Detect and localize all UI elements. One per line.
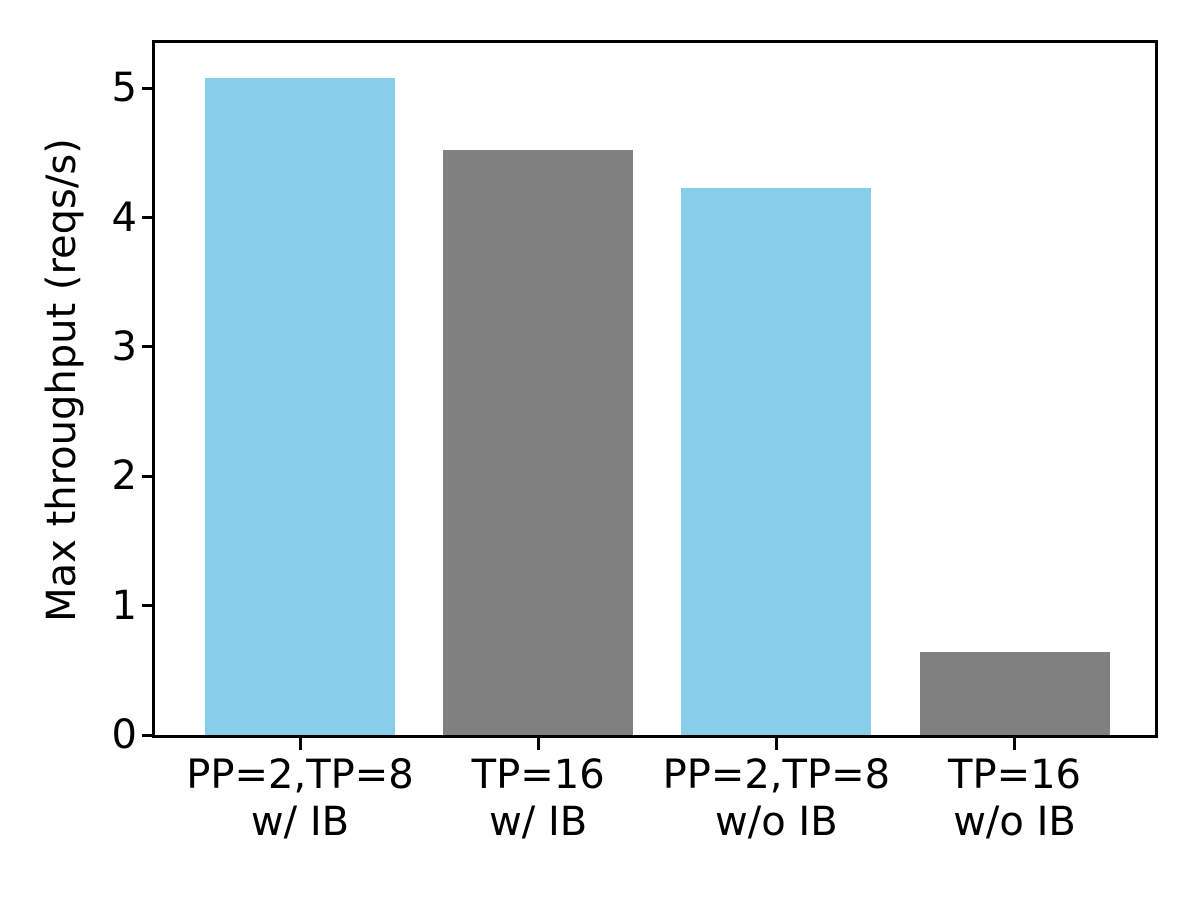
- y-tick-label: 4: [111, 194, 137, 241]
- y-tick-mark: [142, 86, 155, 90]
- bar-4: [919, 652, 1110, 735]
- y-tick-mark: [142, 474, 155, 478]
- y-tick-mark: [142, 733, 155, 737]
- bar-1: [205, 77, 395, 735]
- y-tick-mark: [142, 345, 155, 349]
- x-tick-label: TP=16 w/o IB: [948, 752, 1081, 845]
- x-tick-label: PP=2,TP=8 w/ IB: [186, 752, 414, 845]
- x-tick-mark: [298, 738, 302, 750]
- bar-2: [443, 150, 634, 735]
- x-tick-mark: [536, 738, 540, 750]
- bar-3: [681, 187, 872, 735]
- y-tick-label: 0: [111, 712, 137, 758]
- plot-area: [152, 40, 1158, 738]
- y-tick-mark: [142, 604, 155, 608]
- y-tick-label: 3: [111, 323, 137, 370]
- x-tick-label: PP=2,TP=8 w/o IB: [662, 752, 891, 845]
- x-tick-mark: [1013, 738, 1016, 750]
- y-tick-label: 5: [111, 65, 137, 112]
- y-tick-mark: [142, 216, 155, 220]
- x-tick-label: TP=16 w/ IB: [471, 752, 605, 845]
- x-tick-mark: [774, 738, 778, 750]
- y-tick-label: 1: [111, 582, 137, 629]
- y-tick-label: 2: [111, 453, 137, 500]
